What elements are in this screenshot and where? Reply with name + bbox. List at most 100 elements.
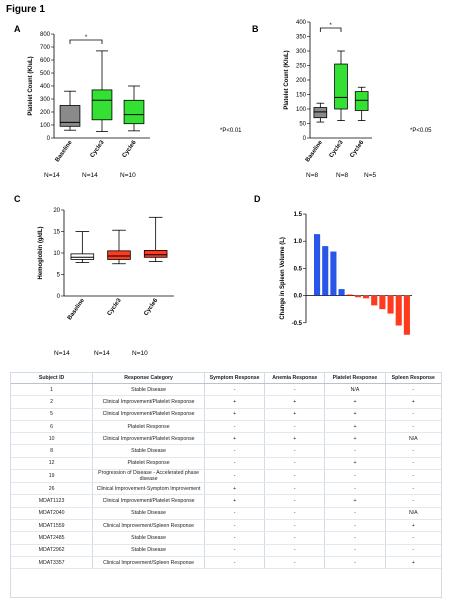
table-cell: - xyxy=(385,469,441,484)
table-cell: - xyxy=(264,457,326,471)
panel-b-n-baseline: N=8 xyxy=(306,172,319,179)
table-cell: - xyxy=(204,420,266,434)
x-tick-label: Baseline xyxy=(305,139,324,163)
table-cell: - xyxy=(385,494,441,508)
table-cell: MDAT3357 xyxy=(11,556,94,570)
header-anemia-response: Anemia Response xyxy=(264,373,326,384)
x-tick-label: Cycle6 xyxy=(122,139,138,159)
bar xyxy=(371,295,378,306)
table-cell: Clinical Improvement/Platelet Response xyxy=(92,408,205,421)
table-cell: - xyxy=(264,556,326,570)
table-cell: - xyxy=(264,444,326,458)
table-row: 10 Clinical Improvement/Platelet Response… xyxy=(11,432,441,446)
table-row: 6 Platelet Response - - + - xyxy=(11,420,441,434)
table-cell: - xyxy=(324,507,386,520)
table-cell: + xyxy=(204,482,266,496)
response-table: Subject ID Response Category Symptom Res… xyxy=(11,373,441,570)
table-cell: - xyxy=(385,544,441,557)
table-cell: Clinical Improvement/Platelet Response xyxy=(92,395,205,409)
table-cell: - xyxy=(324,444,386,458)
y-tick-label: 0.5 xyxy=(294,266,303,272)
table-cell: - xyxy=(385,383,441,397)
x-tick-label: Cycle3 xyxy=(329,139,345,159)
table-cell: - xyxy=(385,531,441,545)
table-cell: + xyxy=(385,556,441,570)
table-cell: - xyxy=(204,469,266,484)
table-row: MDAT2485 Stable Disease - - - - xyxy=(11,531,441,545)
table-cell: 10 xyxy=(11,432,94,446)
table-cell: MDAT1123 xyxy=(11,494,94,508)
y-tick-label: 50 xyxy=(299,122,306,128)
table-cell: 26 xyxy=(11,482,94,496)
table-row: 8 Stable Disease - - - - xyxy=(11,444,441,458)
table-cell: MDAT2485 xyxy=(11,531,94,545)
x-tick-label: Cycle3 xyxy=(90,139,106,159)
panel-letter-a: A xyxy=(14,24,21,34)
table-cell: + xyxy=(324,420,386,434)
table-cell: Clinical Improvement/Platelet Response xyxy=(92,494,205,508)
panel-b-n-cycle3: N=8 xyxy=(336,172,349,179)
table-cell: - xyxy=(324,519,386,533)
header-symptom-response: Symptom Response xyxy=(204,373,266,384)
table-cell: + xyxy=(324,395,386,409)
table-cell: + xyxy=(264,432,326,446)
table-cell: 19 xyxy=(11,469,94,484)
bar xyxy=(363,295,370,299)
box-baseline xyxy=(313,107,328,119)
y-tick-label: 300 xyxy=(296,49,307,55)
table-cell: Stable Disease xyxy=(92,544,205,557)
panel-c-n-baseline: N=14 xyxy=(54,350,70,357)
table-cell: 2 xyxy=(11,395,94,409)
table-cell: N/A xyxy=(385,507,441,520)
table-cell: - xyxy=(204,507,266,520)
bar xyxy=(346,294,353,296)
box-cycle6 xyxy=(143,250,168,258)
significance-bracket xyxy=(319,27,342,32)
y-tick-label: 400 xyxy=(296,20,307,26)
table-cell: - xyxy=(204,544,266,557)
table-cell: Platelet Response xyxy=(92,457,205,471)
table-cell: + xyxy=(204,395,266,409)
chart-c-hemoglobin-box: 0 5 10 15 20 Hemoglobin (g/dL) Baseline Cycle3 C… xyxy=(38,208,174,321)
bar xyxy=(403,295,410,335)
panel-letter-b: B xyxy=(252,24,259,34)
table-cell: - xyxy=(204,444,266,458)
table-cell: + xyxy=(204,494,266,508)
table-row: 19 Progression of Disease - Accelerated p… xyxy=(11,469,441,484)
table-cell: - xyxy=(264,420,326,434)
table-cell: - xyxy=(204,457,266,471)
x-tick-label: Cycle3 xyxy=(107,297,123,317)
x-tick-label: Cycle6 xyxy=(349,139,365,159)
table-cell: - xyxy=(264,482,326,496)
y-tick-label: 0 xyxy=(57,294,61,300)
y-tick-label: 500 xyxy=(40,71,51,77)
box-cycle3 xyxy=(91,89,113,121)
table-cell: - xyxy=(385,457,441,471)
y-tick-label: 350 xyxy=(296,35,307,41)
table-cell: + xyxy=(324,457,386,471)
box-baseline xyxy=(70,253,95,260)
y-tick-label: 600 xyxy=(40,58,51,64)
table-cell: + xyxy=(264,408,326,421)
table-cell: + xyxy=(264,395,326,409)
panel-letter-d: D xyxy=(254,194,261,204)
table-row: MDAT1123 Clinical Improvement/Platelet Re… xyxy=(11,494,441,508)
table-cell: - xyxy=(324,482,386,496)
bar xyxy=(330,251,337,296)
bar xyxy=(314,234,321,296)
table-cell: - xyxy=(324,544,386,557)
panel-c-n-cycle6: N=10 xyxy=(132,350,148,357)
header-spleen-response: Spleen Response xyxy=(385,373,441,384)
table-header-row: Subject ID Response Category Symptom Res… xyxy=(11,373,441,384)
table-cell: Progression of Disease - Accelerated pha… xyxy=(92,469,205,484)
panel-letter-c: C xyxy=(14,194,21,204)
table-cell: - xyxy=(264,544,326,557)
table-row: 1 Stable Disease - - N/A - xyxy=(11,383,441,397)
x-tick-label: Cycle6 xyxy=(143,297,159,317)
table-cell: Stable Disease xyxy=(92,444,205,458)
y-tick-label: 1.5 xyxy=(294,212,303,218)
table-cell: 12 xyxy=(11,457,94,471)
y-axis-label: Platelet Count (K/uL) xyxy=(28,56,34,115)
y-tick-label: 100 xyxy=(296,107,307,113)
box-cycle3 xyxy=(107,250,131,260)
